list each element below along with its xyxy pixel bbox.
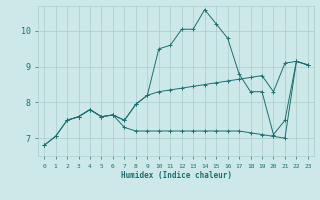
X-axis label: Humidex (Indice chaleur): Humidex (Indice chaleur)	[121, 171, 231, 180]
